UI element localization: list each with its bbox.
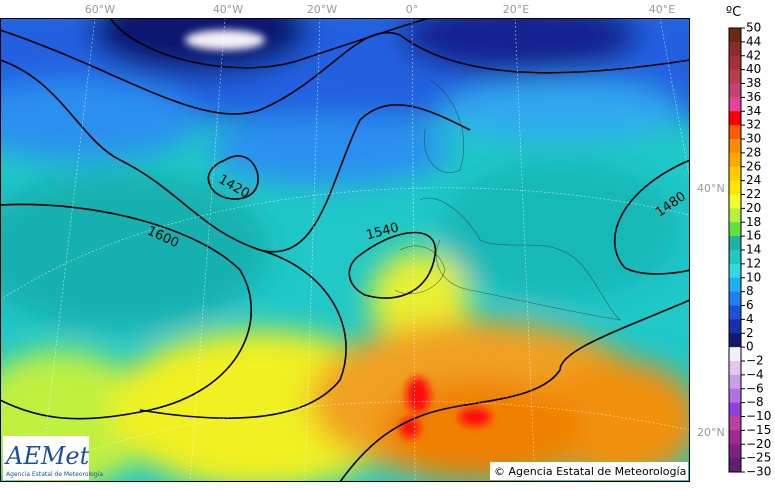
colorbar-segment: [729, 361, 741, 376]
colorbar-label: 22: [746, 187, 761, 201]
copyright-box: [490, 462, 688, 480]
colorbar-segment: [729, 222, 741, 237]
colorbar-label: −8: [746, 395, 764, 409]
colorbar-segment: [729, 236, 741, 251]
lat-label: 20°N: [697, 426, 725, 439]
contours: [0, 18, 690, 482]
colorbar-label: 4: [746, 312, 754, 326]
colorbar-segment: [729, 402, 741, 417]
colorbar-label: 42: [746, 48, 761, 62]
logo: AEMet: [4, 442, 90, 470]
lon-label: 20°E: [503, 3, 529, 16]
colorbar-label: 8: [746, 284, 754, 298]
colorbar-label: 26: [746, 159, 761, 173]
colorbar-label: 44: [746, 34, 761, 48]
lon-label: 20°W: [307, 3, 337, 16]
colorbar-label: 0: [746, 340, 754, 354]
colorbar-segment: [729, 388, 741, 404]
colorbar-label: 16: [746, 229, 761, 243]
colorbar-segment: [729, 55, 741, 71]
colorbar-label: −6: [746, 381, 764, 395]
colorbar-segment: [729, 125, 741, 140]
colorbar-label: 2: [746, 326, 754, 340]
colorbar-label: 34: [746, 104, 761, 118]
colorbar-segment: [729, 347, 741, 362]
colorbar-segment: [729, 194, 741, 209]
colorbar-label: −4: [746, 367, 764, 381]
colorbar-segment: [729, 208, 741, 223]
colorbar-label: 10: [746, 270, 761, 284]
colorbar-label: 6: [746, 298, 754, 312]
colorbar-label: 14: [746, 243, 761, 257]
lat-label: 40°N: [697, 182, 725, 195]
colorbar-segment: [729, 416, 741, 431]
colorbar-segment: [729, 333, 741, 348]
colorbar-label: 30: [746, 132, 761, 146]
colorbar-label: 24: [746, 173, 761, 187]
colorbar-segment: [729, 152, 741, 168]
colorbar-segment: [729, 305, 741, 320]
lon-label: 40°W: [213, 3, 243, 16]
copyright: © Agencia Estatal de Meteorología: [494, 465, 686, 478]
colorbar-segment: [729, 83, 741, 98]
colorbar-segment: [729, 139, 741, 154]
colorbar-segment: [729, 458, 741, 473]
colorbar-segment: [729, 166, 741, 182]
colorbar-segment: [729, 319, 741, 334]
colorbar-label: 12: [746, 256, 761, 270]
colorbar-label: 38: [746, 76, 761, 90]
colorbar-segment: [729, 111, 741, 126]
temperature-field: [0, 18, 690, 482]
logo-box: [3, 436, 89, 480]
colorbar-segment: [729, 180, 741, 195]
colorbar-label: 18: [746, 215, 761, 229]
colorbar-label: 20: [746, 201, 761, 215]
colorbar-segment: [729, 97, 741, 112]
colorbar-segment: [729, 263, 741, 279]
colorbar-segment: [729, 28, 741, 43]
colorbar-label: −20: [746, 437, 771, 451]
colorbar-label: −2: [746, 354, 764, 368]
colorbar-label: −10: [746, 409, 771, 423]
colorbar-segment: [729, 374, 741, 390]
colorbar-label: 36: [746, 90, 761, 104]
logo-subtitle: Agencia Estatal de Meteorología: [6, 471, 103, 478]
graticule: [0, 18, 690, 482]
map-frame: [0, 18, 690, 482]
lon-label: 0°: [406, 3, 419, 16]
colorbar-label: 28: [746, 145, 761, 159]
colorbar-segment: [729, 291, 741, 306]
colorbar-label: −25: [746, 451, 771, 465]
colorbar-segment: [729, 277, 741, 293]
colorbar-segment: [729, 250, 741, 265]
colorbar-label: −30: [746, 465, 771, 479]
lon-label: 60°W: [85, 3, 115, 16]
colorbar-unit: ºC: [726, 5, 741, 20]
colorbar-segment: [729, 444, 741, 459]
colorbar-label: 32: [746, 118, 761, 132]
colorbar-segment: [729, 430, 741, 445]
lon-label: 40°E: [649, 3, 675, 16]
colorbar-label: 40: [746, 62, 761, 76]
coastlines: [394, 79, 621, 321]
colorbar-segment: [729, 41, 741, 57]
colorbar-label: 50: [746, 21, 761, 35]
colorbar-label: −15: [746, 423, 771, 437]
colorbar-segment: [729, 69, 741, 84]
